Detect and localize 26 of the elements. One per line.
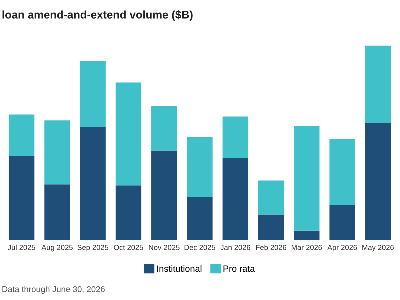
bar [116, 82, 142, 186]
bar [152, 150, 178, 240]
bar [365, 124, 392, 240]
bar [222, 158, 248, 240]
chart-title: loan amend-and-extend volume ($B) [2, 10, 193, 22]
bar [222, 116, 248, 158]
bar [187, 137, 213, 198]
bar [294, 126, 320, 231]
bar [44, 184, 70, 240]
bar [80, 127, 106, 240]
legend-label: Institutional [157, 265, 202, 272]
bar [330, 139, 356, 206]
bar [80, 61, 106, 128]
bar [294, 230, 320, 240]
bar [258, 180, 284, 215]
bar [187, 197, 213, 240]
bar [8, 114, 35, 157]
bar [330, 205, 356, 240]
legend-label: Pro rata [224, 266, 256, 272]
bar [365, 46, 392, 124]
bar [258, 214, 284, 240]
bar [44, 120, 70, 185]
bar [116, 186, 142, 240]
bar [152, 106, 178, 151]
bar [8, 156, 35, 240]
text: Data through June 30, 2026 [2, 286, 105, 294]
